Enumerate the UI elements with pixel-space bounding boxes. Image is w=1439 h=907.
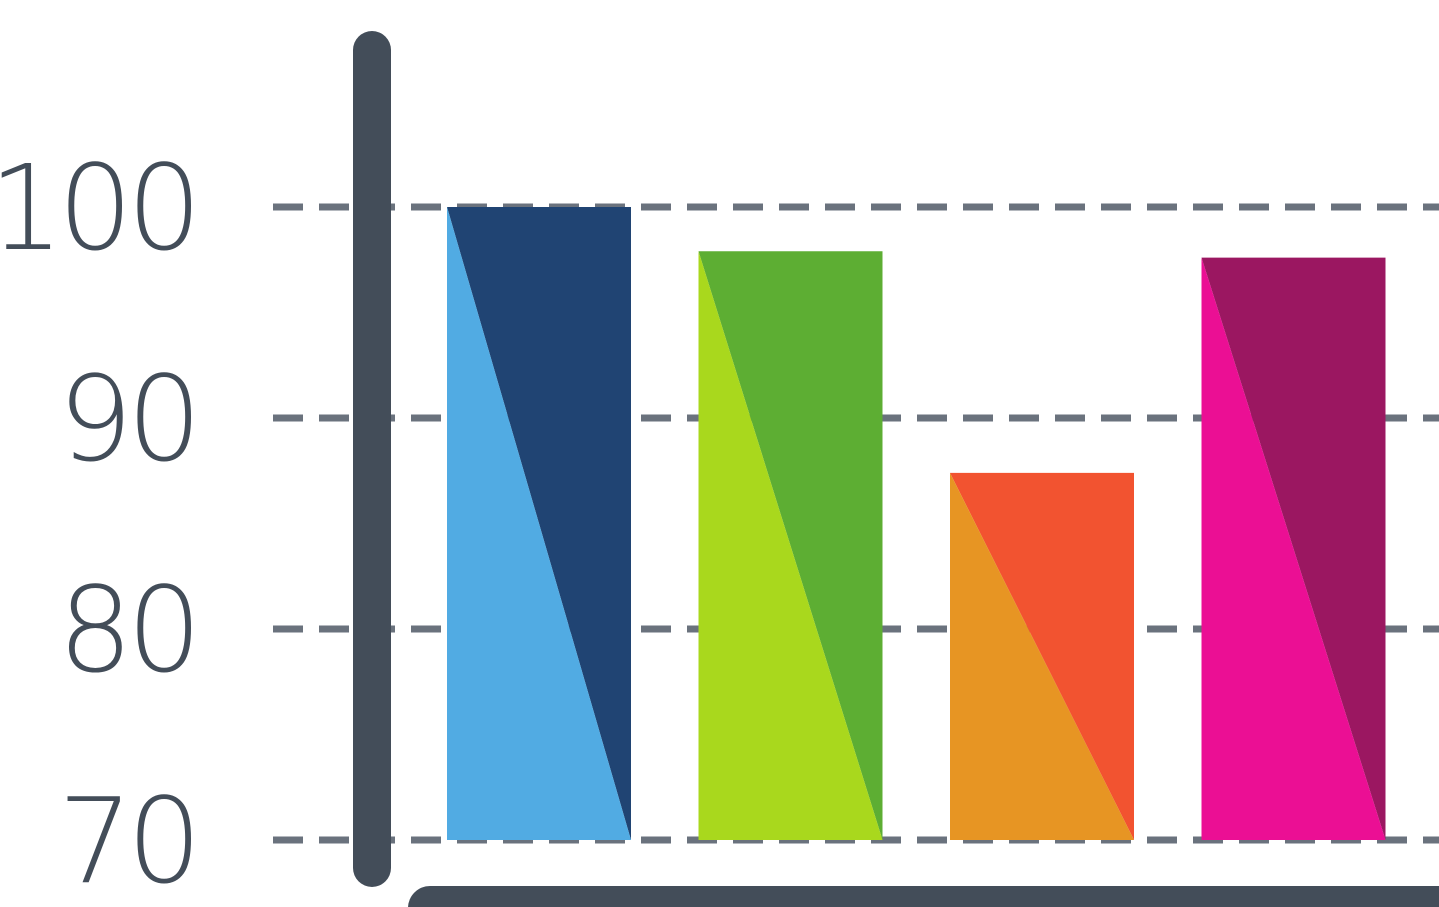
- bars: [447, 207, 1386, 840]
- y-tick-labels: 70 80 90 100: [0, 139, 202, 907]
- bar-3-light-face: [950, 472, 1134, 840]
- bar-2: [698, 251, 883, 840]
- bar-1: [447, 207, 631, 840]
- y-tick-label-100: 100: [0, 139, 196, 277]
- y-tick-label-90: 90: [58, 350, 196, 488]
- bar-4-light-face: [1201, 257, 1386, 840]
- bar-3: [950, 472, 1134, 840]
- bar-2-light-face: [698, 251, 883, 840]
- bar-2-dark-face: [698, 251, 883, 840]
- y-tick-label-80: 80: [58, 561, 196, 699]
- y-tick-label-70: 70: [58, 772, 196, 907]
- bar-4: [1201, 257, 1386, 840]
- axes: [353, 31, 1439, 907]
- bar-1-light-face: [447, 207, 631, 840]
